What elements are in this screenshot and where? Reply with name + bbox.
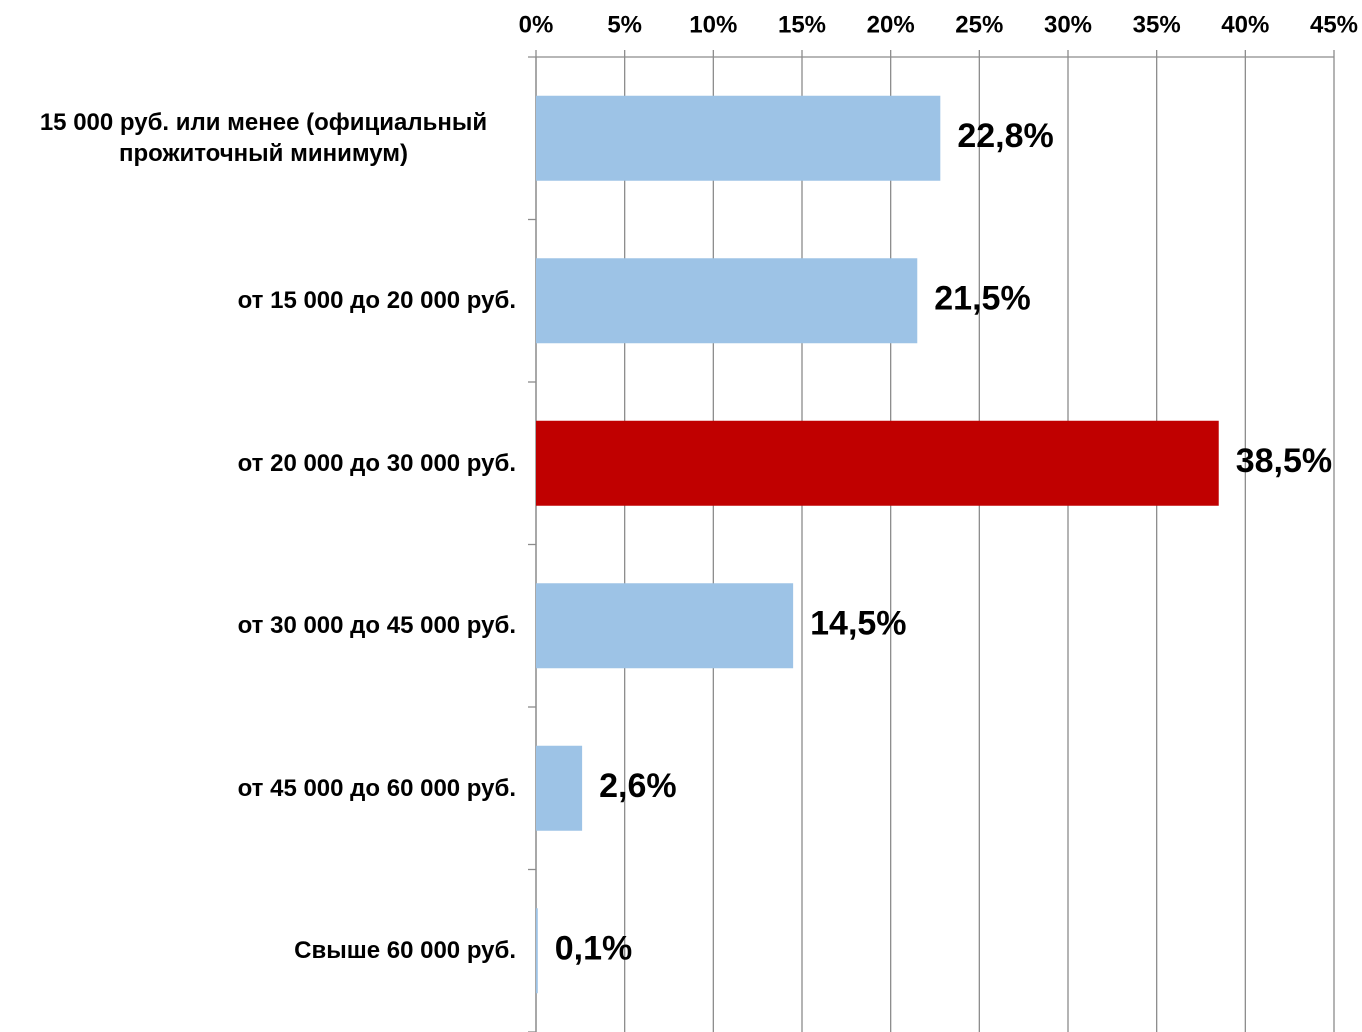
- data-label: 21,5%: [934, 280, 1030, 318]
- x-tick-label: 10%: [689, 11, 737, 38]
- data-label: 22,8%: [957, 117, 1053, 155]
- x-tick-label: 0%: [519, 11, 554, 38]
- category-label-box: Свыше 60 000 руб.: [0, 891, 516, 1011]
- data-label: 2,6%: [599, 767, 677, 805]
- y-tick-label: от 20 000 до 30 000 руб.: [237, 449, 516, 477]
- category-label-box: 15 000 руб. или менее (официальный прожи…: [0, 78, 516, 198]
- bar: [536, 745, 583, 831]
- y-tick-label: от 15 000 до 20 000 руб.: [237, 287, 516, 315]
- x-tick-label: 15%: [778, 11, 826, 38]
- bar: [536, 258, 918, 344]
- bar: [536, 583, 794, 669]
- bar: [536, 95, 941, 181]
- x-tick-label: 20%: [867, 11, 915, 38]
- y-tick-label: Свыше 60 000 руб.: [294, 937, 516, 965]
- data-label: 0,1%: [555, 930, 633, 968]
- x-tick-label: 25%: [955, 11, 1003, 38]
- x-tick-label: 5%: [607, 11, 642, 38]
- x-tick-label: 45%: [1310, 11, 1358, 38]
- category-label-box: от 45 000 до 60 000 руб.: [0, 728, 516, 848]
- x-tick-label: 30%: [1044, 11, 1092, 38]
- y-tick-label: от 45 000 до 60 000 руб.: [237, 774, 516, 802]
- category-label-box: от 30 000 до 45 000 руб.: [0, 566, 516, 686]
- bar: [536, 420, 1219, 506]
- data-label: 14,5%: [810, 605, 906, 643]
- category-label-box: от 20 000 до 30 000 руб.: [0, 403, 516, 523]
- y-tick-label: 15 000 руб. или менее (официальный прожи…: [39, 109, 488, 168]
- category-label-box: от 15 000 до 20 000 руб.: [0, 241, 516, 361]
- x-tick-label: 35%: [1133, 11, 1181, 38]
- x-tick-label: 40%: [1221, 11, 1269, 38]
- y-tick-label: от 30 000 до 45 000 руб.: [237, 612, 516, 640]
- data-label: 38,5%: [1236, 442, 1332, 480]
- bar: [536, 908, 538, 994]
